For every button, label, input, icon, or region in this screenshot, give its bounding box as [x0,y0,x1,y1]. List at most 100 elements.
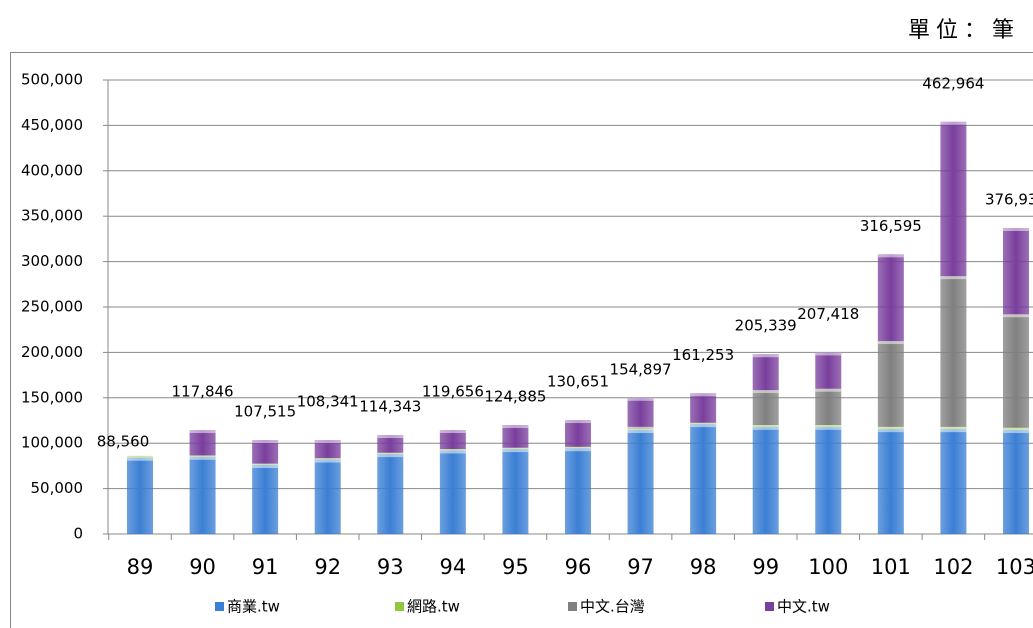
x-tick-label: 93 [377,555,404,579]
bar-segment-cap [439,430,466,434]
x-tick-label: 92 [314,555,341,579]
total-label: 124,885 [484,388,546,406]
bar-segment-cap [502,449,529,453]
bar-segment [439,430,466,450]
y-tick-label: 250,000 [21,298,83,316]
bar-segment [1002,430,1029,534]
total-label: 462,964 [922,74,984,92]
bar-segment-cap [502,447,529,450]
bar-segment-cap [127,455,153,458]
bar-segment-cap [752,426,779,430]
bar-segment-cap [189,456,216,460]
bar-segment [377,435,404,453]
y-tick-label: 150,000 [21,388,83,406]
total-label: 207,418 [797,305,859,323]
bar-segment [752,426,779,534]
x-tick-label: 100 [808,555,848,579]
y-tick-label: 0 [73,525,83,543]
legend-swatch [568,602,577,611]
bar-segment [815,352,842,389]
bar-segment-cap [564,420,591,424]
bar-segment-cap [252,463,279,465]
y-tick-label: 50,000 [31,479,84,497]
x-tick-label: 103 [996,555,1033,579]
bar-segment-cap [1002,314,1029,318]
bar-segment-cap [189,430,216,434]
bar-segment [252,440,279,464]
bar-segment-cap [127,457,153,461]
bar-segment-cap [439,450,466,454]
bar-segment-cap [877,254,904,258]
y-tick-label: 300,000 [21,252,83,270]
bar-segment [940,276,967,427]
legend-label: 商業.tw [227,598,280,616]
x-tick-label: 91 [252,555,279,579]
total-label: 108,341 [297,393,359,411]
x-tick-label: 90 [189,555,216,579]
total-label: 107,515 [234,403,296,421]
bar-segment [940,429,967,534]
total-label: 88,560 [97,432,150,450]
total-label: 130,651 [547,373,609,391]
bar-segment-cap [627,430,654,434]
bar-segment-cap [752,354,779,358]
x-tick-label: 99 [752,555,779,579]
total-label: 117,846 [172,383,234,401]
bar-segment-cap [627,428,654,431]
y-tick-label: 400,000 [21,161,83,179]
bar-segment-cap [377,454,404,458]
bar-segment-cap [252,440,279,444]
bar-segment [189,456,216,534]
total-label: 119,656 [422,383,484,401]
bar-segment [690,424,717,534]
bar-segment [1002,228,1029,315]
bar-segment [752,390,779,426]
total-label: 376,933 [985,191,1033,209]
bar-segment-cap [877,426,904,430]
bar-segment [314,440,341,459]
unit-label: 單位：筆 [908,18,1020,43]
bar-segment-cap [752,425,779,427]
bar-segment-cap [877,429,904,433]
bar-segment [439,450,466,534]
total-label: 114,343 [359,398,421,416]
legend-label: 中文.台灣 [580,598,645,616]
bar-segment-cap [690,393,717,397]
bar-segment [815,426,842,534]
chart-frame [10,52,1033,628]
x-tick-label: 89 [127,555,154,579]
legend-swatch [215,602,224,611]
bar-segment [627,430,654,534]
bar-segment-cap [940,429,967,433]
total-label: 161,253 [672,346,734,364]
bar-segment-cap [502,425,529,429]
bar-segment [189,430,216,456]
total-label: 154,897 [610,360,672,378]
bar-segment [877,254,904,342]
bar-segment-cap [564,446,591,449]
bar-segment [564,448,591,534]
total-label: 205,339 [735,317,797,335]
bar-segment [690,393,717,423]
bar-segment-cap [940,426,967,430]
bar-segment-cap [252,464,279,468]
bar-segment-cap [815,426,842,430]
bar-segment [940,121,967,277]
bar-segment [752,354,779,391]
bar-segment-cap [314,459,341,463]
bar-segment-cap [189,455,216,457]
x-tick-label: 98 [690,555,717,579]
bar-segment [564,420,591,447]
y-tick-label: 450,000 [21,116,83,134]
bar-segment [877,429,904,534]
bar-segment [627,397,654,427]
bar-segment-cap [752,390,779,394]
total-label: 316,595 [860,217,922,235]
y-tick-label: 100,000 [21,434,83,452]
bar-segment-cap [940,276,967,280]
bar-segment [127,457,153,534]
bar-segment-cap [815,425,842,427]
bar-segment [252,464,279,534]
bar-segment-cap [627,397,654,401]
y-tick-label: 500,000 [21,71,83,89]
